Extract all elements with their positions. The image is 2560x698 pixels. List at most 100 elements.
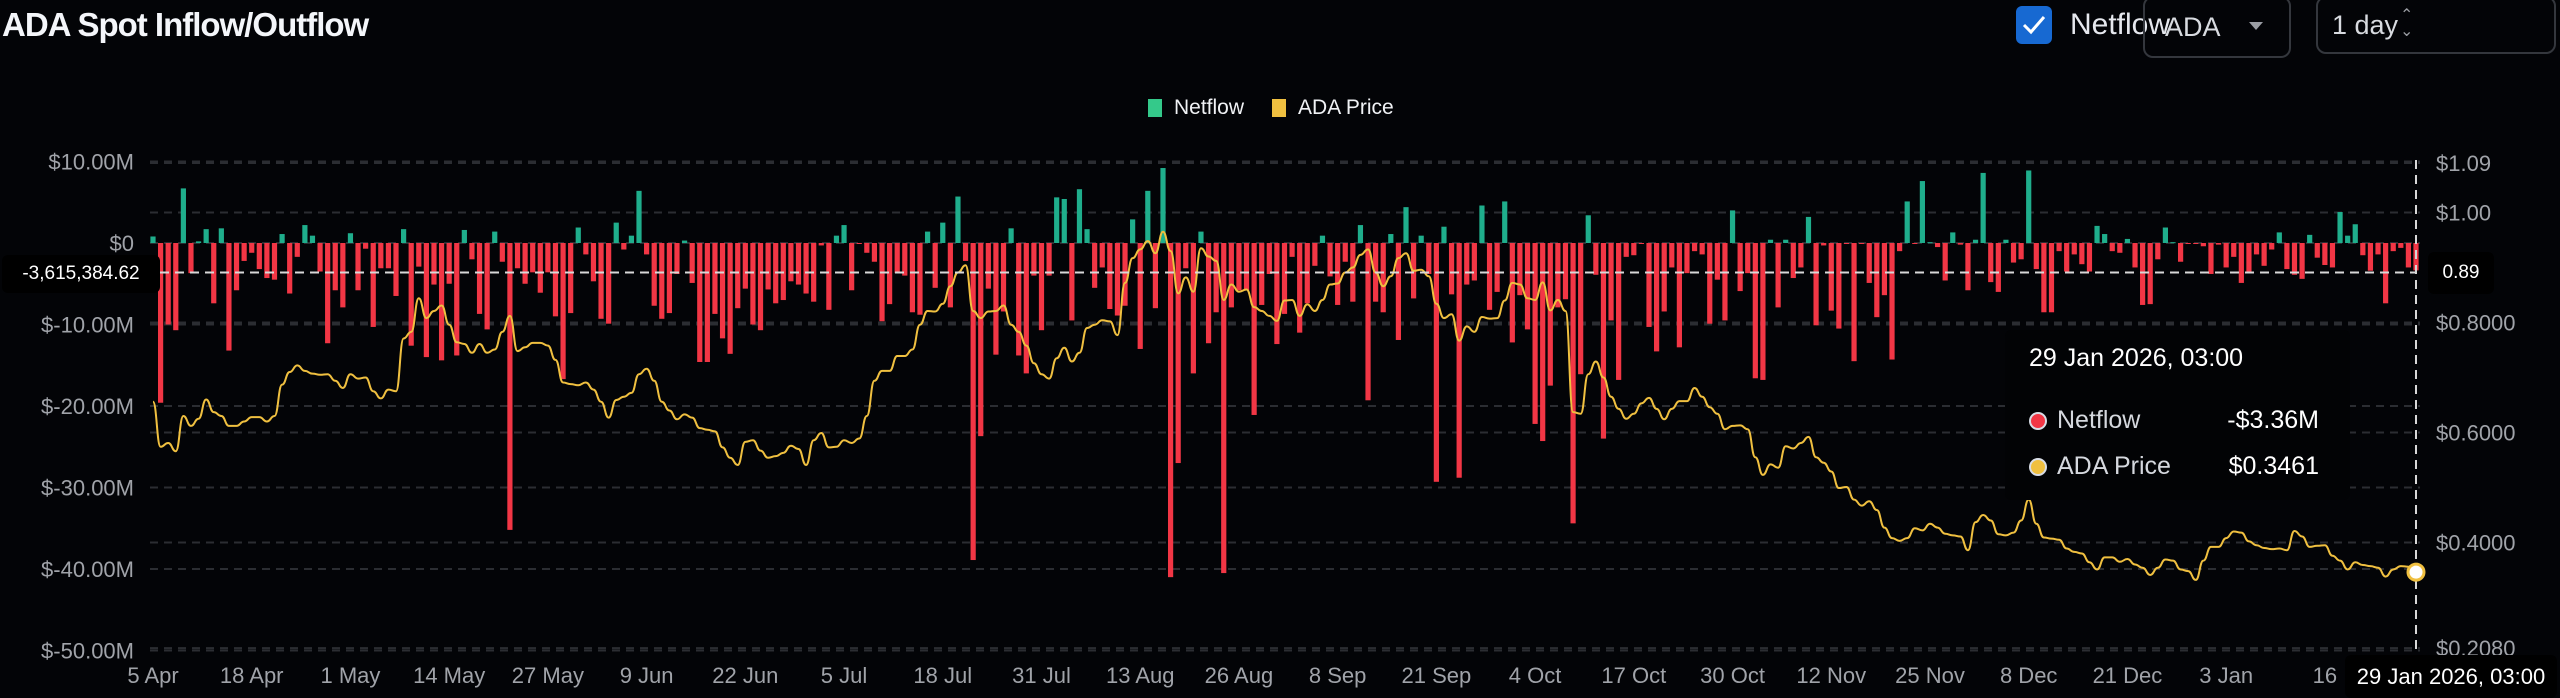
netflow-bar [1737,243,1743,292]
netflow-bar [2307,234,2313,243]
legend-item-netflow[interactable]: Netflow [1148,96,1244,120]
netflow-bar [849,243,855,291]
netflow-bar [765,243,771,290]
check-icon[interactable] [2016,6,2052,44]
netflow-bar [575,227,581,243]
netflow-bar [1790,243,1796,279]
crosshair-left-value: -3,615,384.62 [2,255,160,293]
netflow-bar [2398,243,2404,248]
netflow-bar [1221,243,1227,574]
netflow-bar [583,243,589,255]
netflow-bar [985,243,991,289]
netflow-bar [2253,243,2260,255]
netflow-bar [1122,243,1128,306]
netflow-bar [1608,243,1614,321]
caret-down-icon [2249,22,2263,30]
netflow-bar [666,243,672,314]
netflow-checkbox-label: Netflow [2070,8,2171,41]
netflow-bar [1342,243,1348,262]
netflow-bar [651,243,657,306]
x-tick-label: 18 Apr [220,663,284,688]
x-tick-label: 1 May [320,663,380,688]
netflow-bar [363,243,369,249]
y-left-tick-label: $-30.00M [41,476,134,501]
netflow-bar [2124,238,2131,243]
legend-label-netflow: Netflow [1174,96,1245,119]
netflow-bar [2314,243,2320,258]
netflow-bar [1638,243,1645,244]
netflow-bar [226,243,232,351]
netflow-bar [1471,243,1477,281]
netflow-bar [1008,228,1014,243]
netflow-bar [2390,243,2396,252]
netflow-bar [1729,210,1736,243]
netflow-bar [659,243,665,319]
netflow-bar [2345,235,2351,243]
netflow-bar [1874,243,1880,318]
netflow-bar [1562,243,1569,300]
netflow-bar [530,243,536,273]
netflow-bar [1319,235,1326,243]
netflow-bar [309,235,316,243]
netflow-bar [1494,243,1500,292]
netflow-bar [2375,243,2381,255]
x-tick-label: 22 Jun [712,663,778,688]
netflow-bar [249,243,255,253]
netflow-bar [757,243,764,331]
netflow-bar [1676,243,1682,348]
netflow-bar [2086,243,2093,272]
netflow-bar [1798,243,1804,268]
netflow-bar [2132,243,2138,268]
netflow-bar [1524,243,1531,330]
netflow-bar [2071,243,2077,255]
netflow-bar [1623,243,1629,257]
netflow-bar [2033,243,2039,270]
netflow-bar [864,243,870,253]
netflow-bar [1927,242,1933,244]
netflow-bar [2048,243,2055,313]
netflow-bar [2003,239,2009,243]
netflow-bar [955,196,961,243]
netflow-bar [1585,215,1591,243]
netflow-bar [401,229,407,243]
netflow-bar [2018,243,2024,260]
netflow-bar [1099,243,1105,268]
netflow-bar [1851,243,1857,362]
y-right-tick-label: $1.09 [2436,151,2491,176]
netflow-bar [1486,243,1493,310]
netflow-bar [1388,234,1394,243]
tooltip-label: ADA Price [2057,452,2171,480]
netflow-bar [1965,243,1971,291]
netflow-bar [1092,243,1098,288]
netflow-bar [1934,243,1941,248]
interval-select[interactable]: 1 day ⌃ ⌄ [2316,0,2556,54]
netflow-bar [795,243,802,285]
netflow-bar [1859,243,1865,244]
netflow-bar [1054,197,1060,243]
x-tick-label: 5 Apr [127,663,178,688]
netflow-bar [636,190,642,243]
netflow-bar [1274,243,1280,345]
netflow-bar [1904,201,1910,243]
netflow-bar [1691,243,1698,252]
netflow-bar [2238,243,2244,283]
netflow-bar [681,240,688,243]
netflow-checkbox[interactable]: Netflow [2016,6,2170,44]
netflow-bar [1912,243,1918,244]
netflow-bar [1578,243,1584,375]
netflow-bar [454,243,460,356]
netflow-bar [1426,243,1432,274]
netflow-bar [461,229,467,243]
netflow-bar [1433,243,1439,482]
x-tick-label: 4 Oct [1509,663,1562,688]
netflow-bar [1813,243,1819,326]
asset-select[interactable]: ADA [2143,0,2291,58]
netflow-bar [879,243,885,322]
netflow-bar [438,243,445,361]
y-right-tick-label: $0.6000 [2436,421,2516,446]
netflow-bar [590,243,597,282]
legend-item-price[interactable]: ADA Price [1272,96,1394,120]
netflow-bar [1897,243,1903,252]
netflow-bar [1479,205,1485,243]
